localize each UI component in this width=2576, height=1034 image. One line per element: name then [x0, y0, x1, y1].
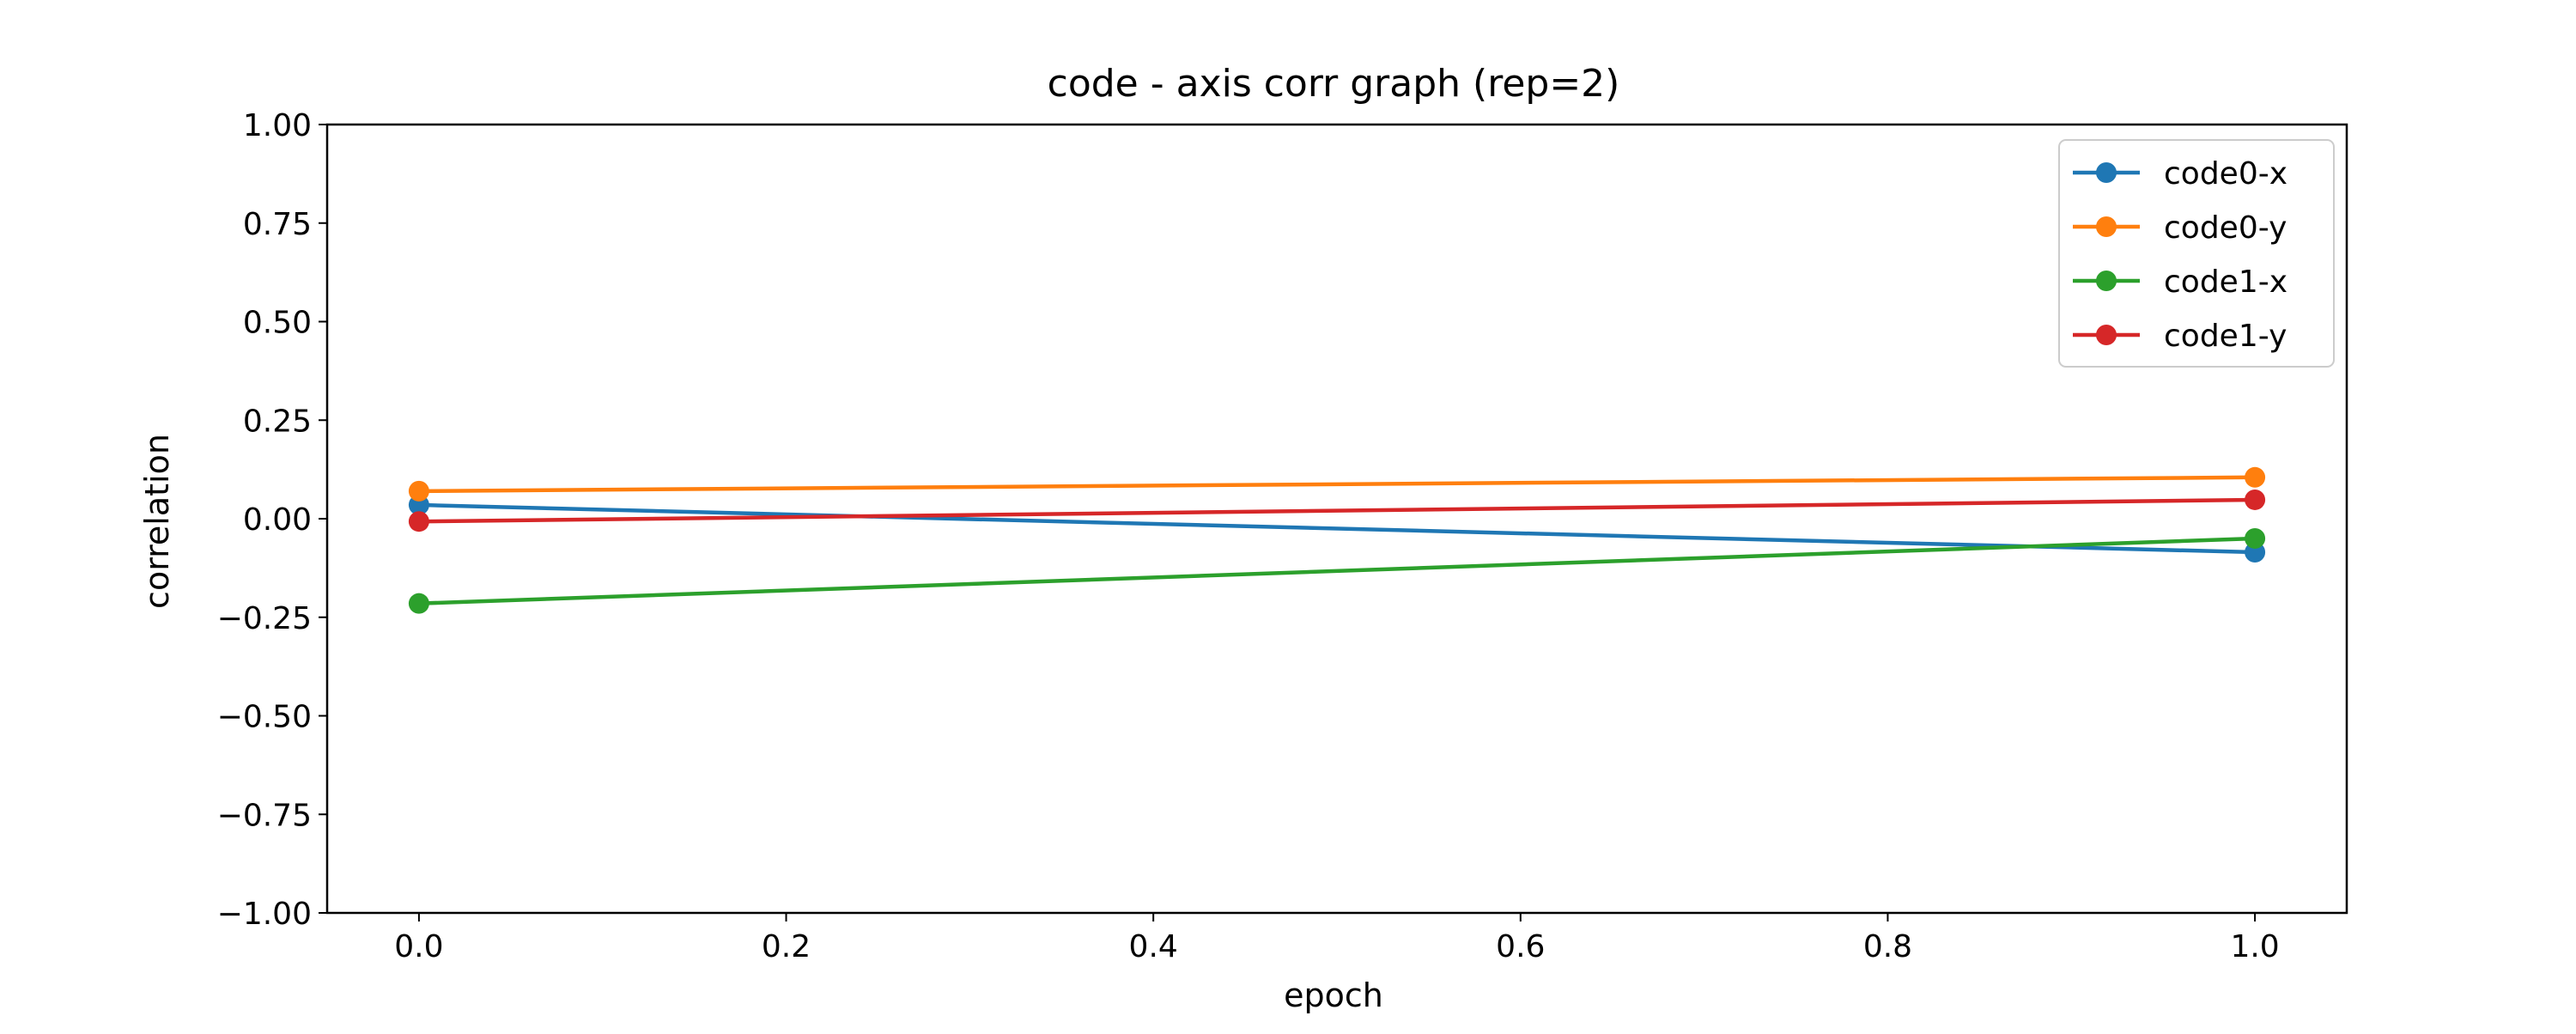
data-point-code1-y — [408, 511, 429, 532]
series-line-code1-x — [418, 536, 2256, 605]
data-point-code0-y — [408, 480, 429, 502]
legend-box — [2058, 139, 2335, 368]
data-point-code0-y — [2245, 466, 2266, 488]
y-tick-label: 0.50 — [243, 306, 312, 341]
x-tick-label: 0.6 — [1496, 929, 1545, 964]
legend-marker-code0-y — [2096, 216, 2117, 237]
x-tick-label: 0.2 — [762, 929, 811, 964]
data-point-code1-x — [2245, 527, 2266, 549]
y-tick-label: −0.25 — [217, 601, 312, 636]
legend-label-code0-y: code0-y — [2164, 210, 2287, 246]
y-tick-label: −0.75 — [217, 798, 312, 833]
y-axis-label: correlation — [138, 434, 176, 609]
x-tick-label: 0.8 — [1863, 929, 1912, 964]
legend-marker-code0-x — [2096, 162, 2117, 183]
legend-label-code0-x: code0-x — [2164, 156, 2287, 192]
legend-marker-code1-x — [2096, 271, 2117, 291]
data-point-code1-x — [408, 593, 429, 614]
legend-label-code1-x: code1-x — [2164, 265, 2287, 300]
series-line-code1-y — [418, 497, 2256, 524]
y-tick-label: 0.75 — [243, 207, 312, 242]
legend-marker-code1-y — [2096, 325, 2117, 345]
data-point-code1-y — [2245, 489, 2266, 510]
x-tick-label: 0.0 — [394, 929, 443, 964]
plot-area: 0.0 0.2 0.4 0.6 0.8 1.0 −1.00 −0.75 −0.50 −0.25 0.… — [217, 108, 2348, 964]
x-tick-label: 0.4 — [1129, 929, 1178, 964]
y-tick-label: −0.50 — [217, 700, 312, 735]
y-tick-label: 1.00 — [243, 108, 312, 143]
legend: code0-x code0-y code1-x code1-y — [2058, 139, 2335, 368]
y-tick-label: 0.00 — [243, 502, 312, 538]
chart-title: code - axis corr graph (rep=2) — [1048, 62, 1620, 106]
y-tick-label: −1.00 — [217, 897, 312, 932]
series-line-code0-y — [418, 475, 2256, 494]
legend-label-code1-y: code1-y — [2164, 319, 2287, 354]
x-tick-label: 1.0 — [2230, 929, 2279, 964]
x-axis-label: epoch — [1284, 976, 1383, 1014]
series-line-code0-x — [418, 502, 2256, 555]
y-tick-label: 0.25 — [243, 404, 312, 439]
